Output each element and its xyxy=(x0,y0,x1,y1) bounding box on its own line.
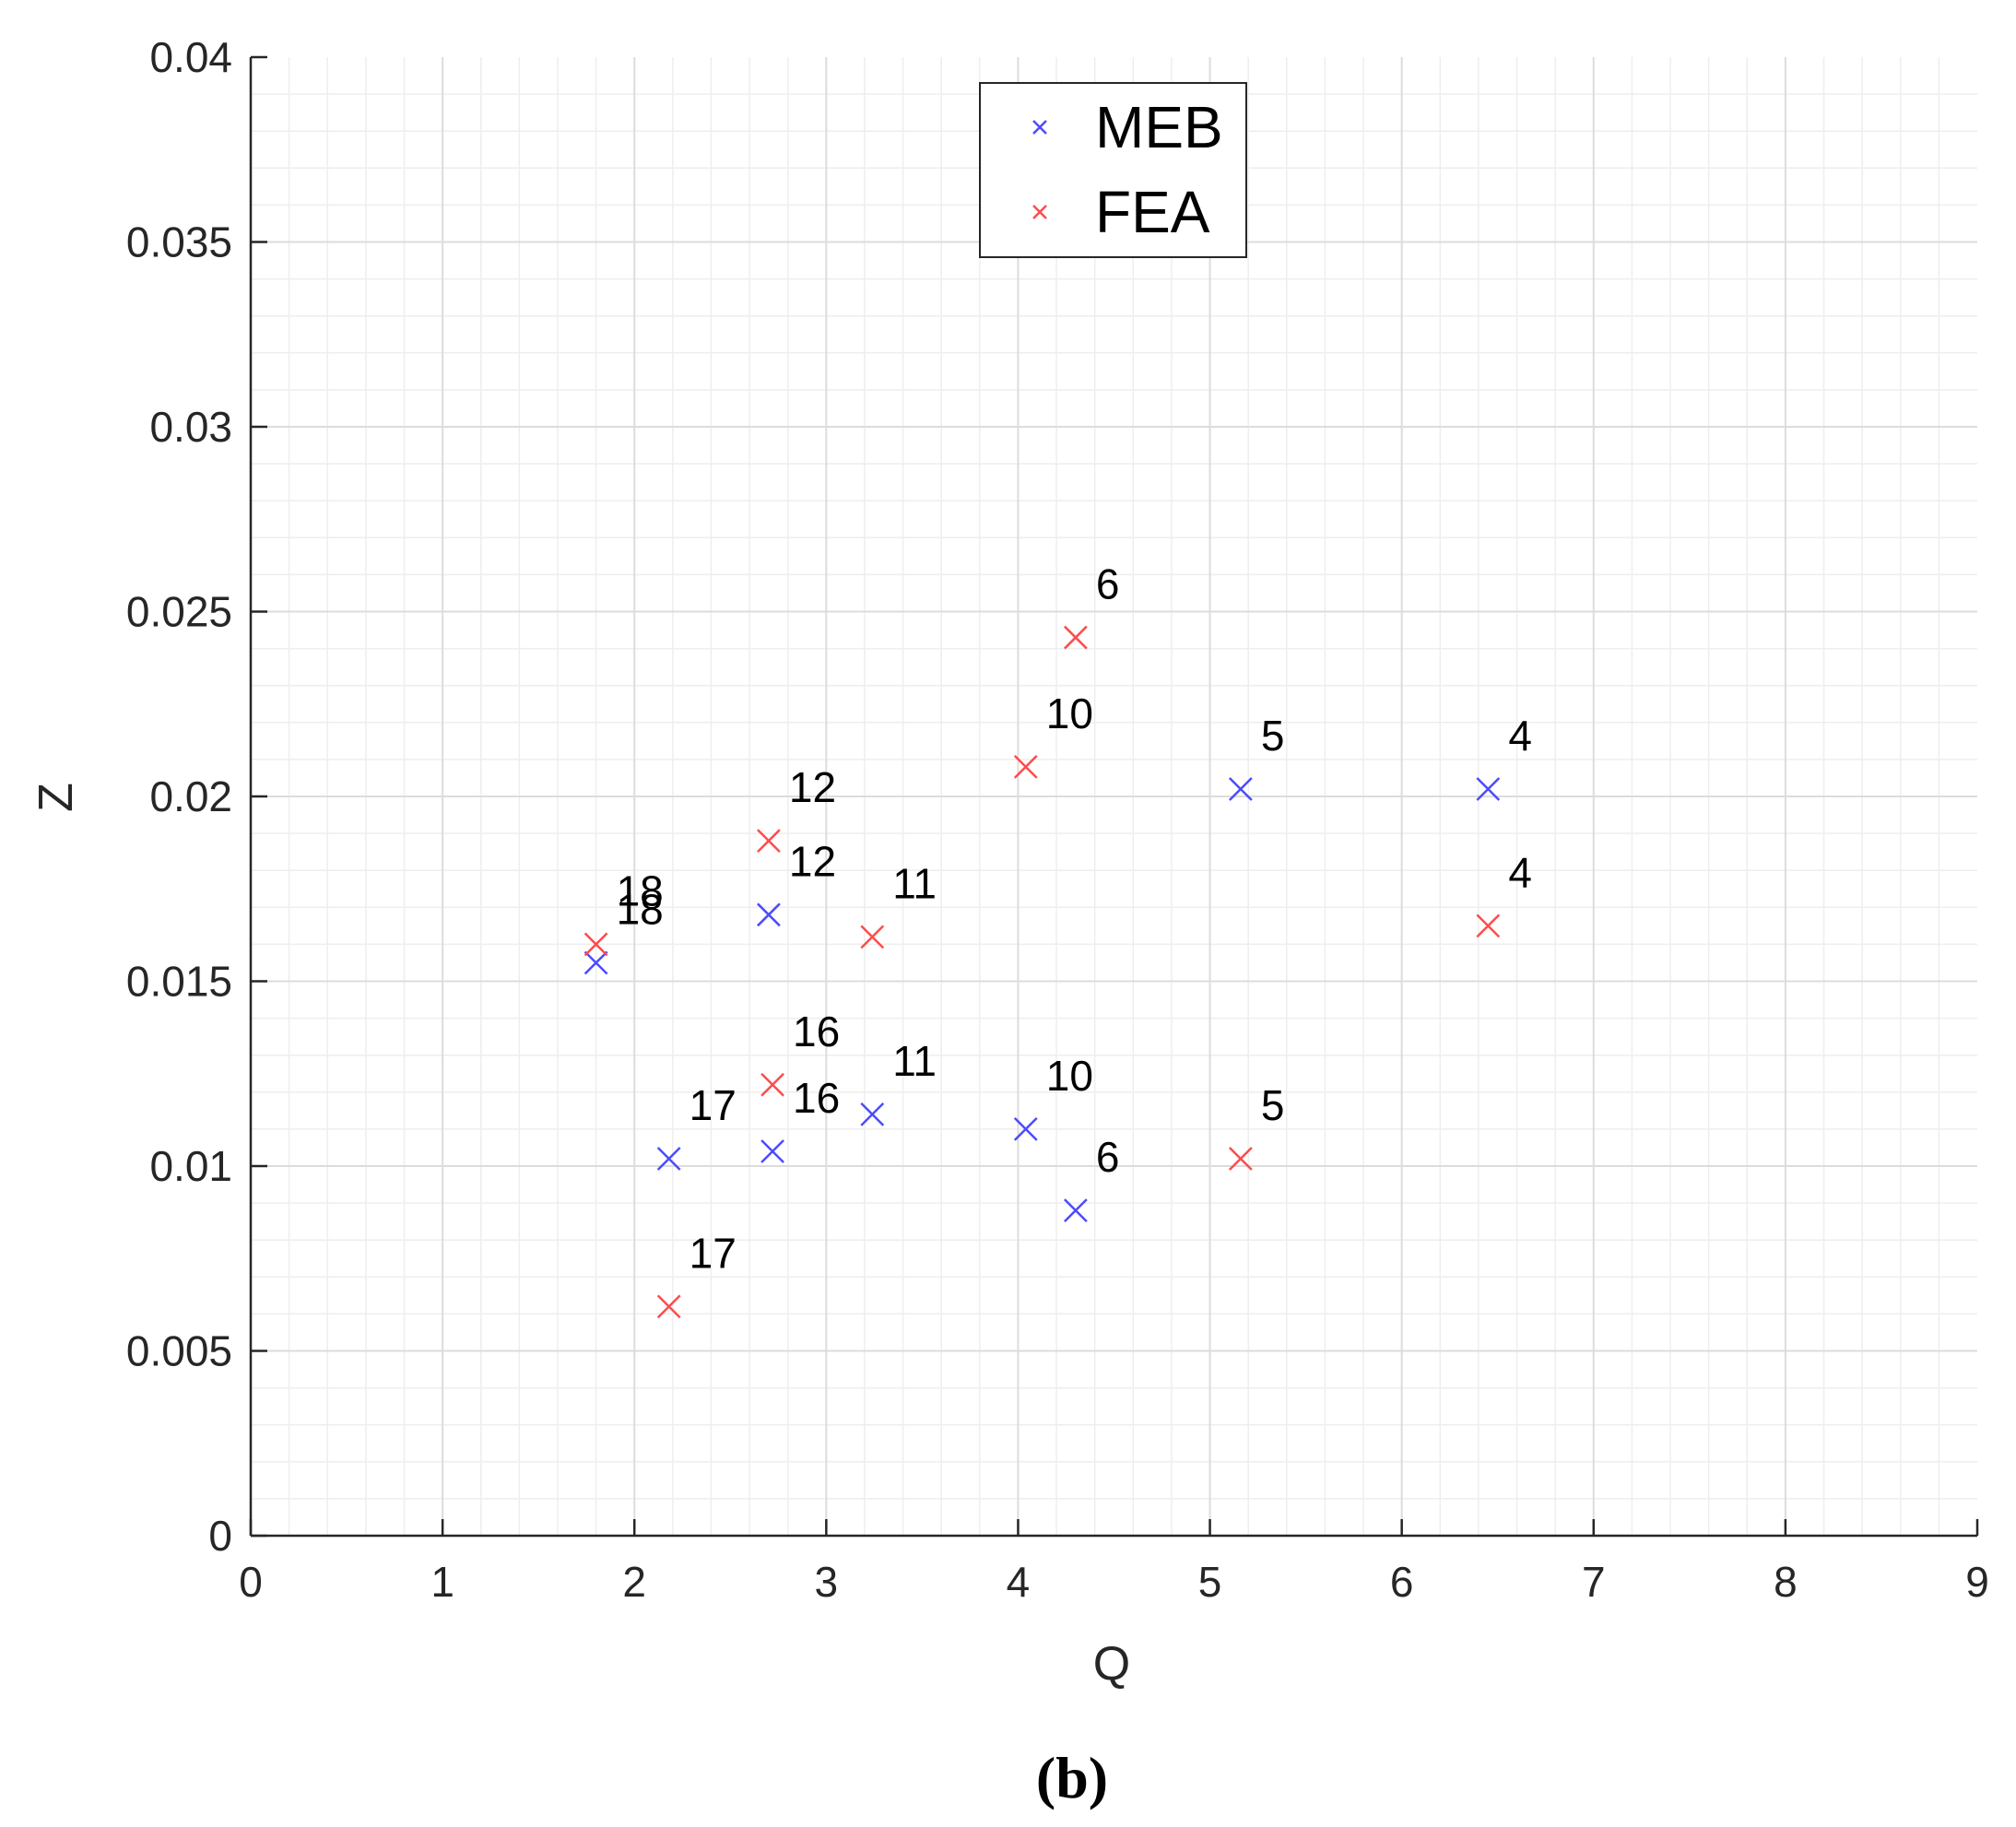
y-tick-label: 0.04 xyxy=(149,33,232,81)
meb-point-label: 16 xyxy=(793,1074,840,1122)
meb-point-10 xyxy=(1013,1117,1038,1141)
fea-point-16 xyxy=(760,1072,784,1097)
fea-point-10 xyxy=(1013,755,1038,779)
x-tick-label: 7 xyxy=(1582,1558,1606,1606)
y-tick-label: 0.035 xyxy=(126,218,232,266)
legend-label-meb: MEB xyxy=(1095,94,1223,160)
y-tick-label: 0.005 xyxy=(126,1327,232,1375)
meb-point-5 xyxy=(1228,777,1253,801)
legend-marker-fea xyxy=(1032,205,1047,219)
meb-point-label: 10 xyxy=(1046,1052,1093,1100)
x-tick-label: 1 xyxy=(430,1558,454,1606)
y-tick-label: 0.025 xyxy=(126,588,232,636)
y-tick-label: 0 xyxy=(208,1512,232,1560)
meb-point-label: 5 xyxy=(1261,712,1285,760)
meb-point-17 xyxy=(656,1147,681,1171)
y-axis-ticks: 0 0.005 0.01 0.015 0.02 0.025 0.03 0.035 0.04 xyxy=(126,33,267,1560)
meb-point-4 xyxy=(1476,777,1501,801)
fea-point-label: 10 xyxy=(1046,690,1093,737)
x-tick-label: 8 xyxy=(1774,1558,1798,1606)
fea-point-17 xyxy=(656,1294,681,1319)
fea-point-11 xyxy=(860,925,885,949)
fea-point-4 xyxy=(1476,914,1501,938)
x-tick-label: 9 xyxy=(1965,1558,1989,1606)
x-tick-label: 4 xyxy=(1007,1558,1031,1606)
x-tick-label: 0 xyxy=(239,1558,263,1606)
meb-point-label: 18 xyxy=(617,885,664,933)
meb-point-label: 6 xyxy=(1096,1133,1120,1181)
x-tick-label: 5 xyxy=(1198,1558,1222,1606)
y-tick-label: 0.03 xyxy=(149,403,232,451)
meb-point-11 xyxy=(860,1102,885,1126)
x-axis-label: Q xyxy=(1093,1637,1130,1691)
fea-point-label: 11 xyxy=(892,859,937,907)
legend-marker-meb xyxy=(1032,120,1047,135)
meb-point-label: 17 xyxy=(690,1081,737,1129)
figure-caption: (b) xyxy=(1036,1745,1108,1810)
meb-point-12 xyxy=(757,902,781,927)
fea-point-12 xyxy=(757,829,781,854)
y-tick-label: 0.01 xyxy=(149,1142,232,1190)
fea-point-label: 16 xyxy=(793,1008,840,1055)
fea-point-18 xyxy=(584,932,608,957)
y-axis-label: Z xyxy=(29,783,83,812)
fea-point-6 xyxy=(1063,625,1088,650)
x-tick-label: 3 xyxy=(815,1558,839,1606)
fea-point-label: 18 xyxy=(617,866,664,914)
y-tick-label: 0.02 xyxy=(149,772,232,820)
legend-label-fea: FEA xyxy=(1095,179,1210,245)
x-axis-ticks: 0 1 2 3 4 5 6 7 8 9 xyxy=(239,1519,1989,1606)
x-tick-label: 6 xyxy=(1390,1558,1414,1606)
legend-box xyxy=(979,82,1247,258)
y-tick-label: 0.015 xyxy=(126,958,232,1006)
meb-point-label: 12 xyxy=(789,837,836,885)
major-grid xyxy=(251,57,1977,1536)
fea-point-label: 5 xyxy=(1261,1081,1285,1129)
fea-point-label: 4 xyxy=(1508,848,1532,896)
meb-point-label: 11 xyxy=(892,1037,937,1085)
meb-point-6 xyxy=(1063,1198,1088,1223)
meb-point-18 xyxy=(584,950,608,975)
x-tick-label: 2 xyxy=(622,1558,646,1606)
fea-point-label: 12 xyxy=(789,763,836,811)
meb-point-16 xyxy=(760,1139,784,1163)
meb-point-label: 4 xyxy=(1508,712,1532,760)
fea-point-label: 17 xyxy=(690,1229,737,1277)
fea-point-label: 6 xyxy=(1096,560,1120,608)
legend: MEB FEA xyxy=(979,82,1247,258)
fea-point-5 xyxy=(1228,1147,1253,1171)
